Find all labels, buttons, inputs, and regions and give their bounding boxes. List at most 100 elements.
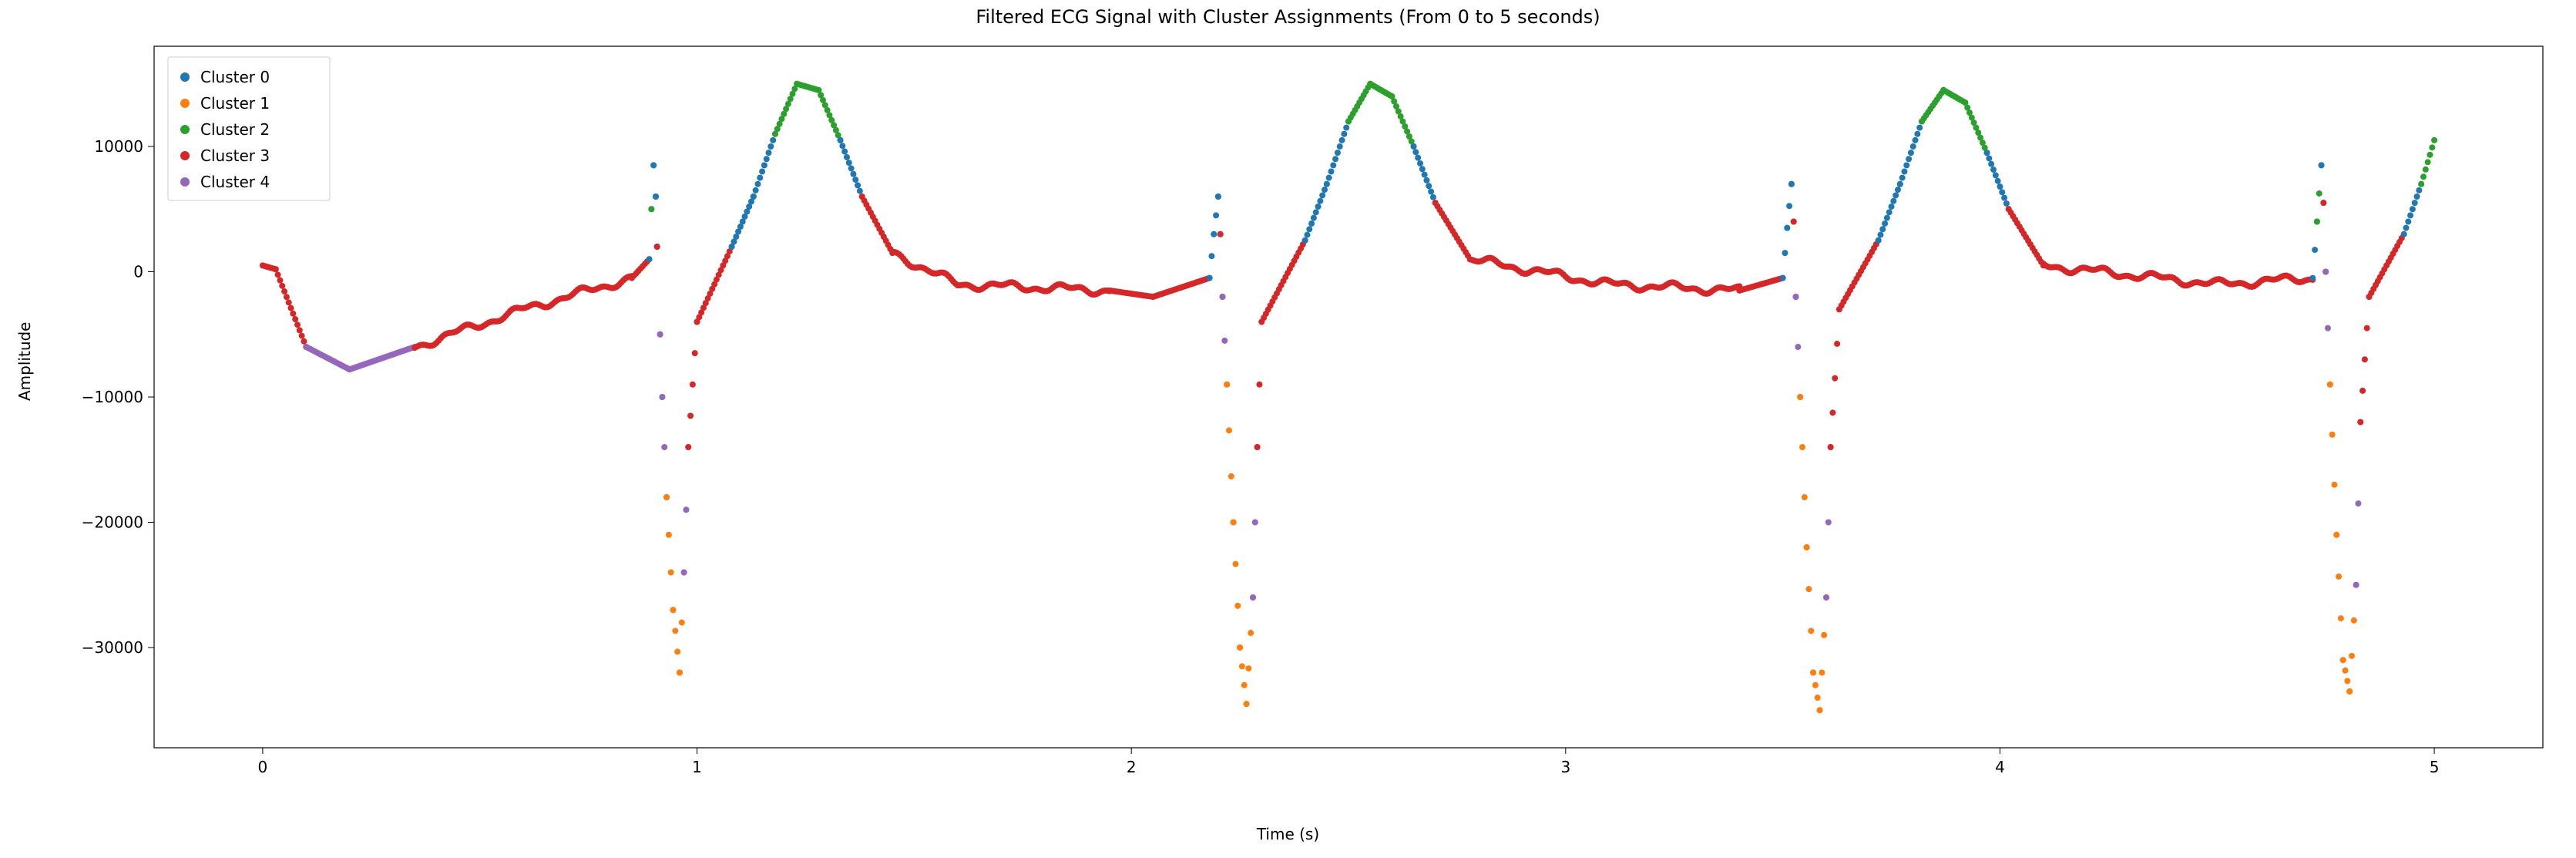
data-point [1226,427,1232,433]
data-point [1812,682,1819,688]
legend-label: Cluster 3 [200,146,270,165]
data-point [766,150,772,156]
data-point [2407,212,2413,218]
data-point [679,620,685,626]
data-point [2343,668,2349,674]
data-point [1795,344,1801,350]
data-point [1877,232,1883,238]
data-point [1829,409,1835,416]
data-point [1328,169,1334,175]
x-tick-label: 4 [1995,758,2005,776]
data-point [2425,159,2431,165]
data-point [1308,220,1315,227]
data-point [292,316,298,322]
data-point [1211,231,1217,237]
data-point [1341,131,1347,137]
data-point [2357,419,2363,426]
data-point [770,137,776,143]
data-point [855,182,861,188]
data-point [844,154,850,160]
data-point [757,175,763,181]
data-point [681,570,687,576]
x-tick-label: 1 [692,758,702,776]
data-point [838,137,844,143]
x-tick-label: 3 [1560,758,1570,776]
data-point [1254,444,1261,450]
data-point [1893,192,1899,198]
data-point [846,160,852,166]
data-point [670,607,677,613]
data-point [1232,561,1238,567]
data-point [1784,225,1790,231]
data-point [1799,444,1805,450]
data-point [857,188,863,194]
legend-marker [180,151,190,160]
data-point [1324,181,1330,187]
data-point [1884,215,1890,221]
data-point [1819,670,1825,676]
y-tick-label: −30000 [82,638,143,657]
data-point [1319,192,1325,198]
legend-label: Cluster 1 [200,94,270,113]
data-point [1330,162,1336,168]
legend-marker [180,99,190,108]
data-point [1343,125,1349,131]
data-point [1311,215,1317,221]
data-point [2412,200,2418,206]
data-point [2314,219,2320,225]
data-point [751,193,757,200]
data-point [1315,204,1322,210]
data-point [2431,137,2437,143]
data-point [1411,143,1417,150]
data-point [1817,707,1823,713]
data-point [666,532,672,538]
data-point [1916,125,1923,131]
data-point [2416,187,2422,193]
legend-label: Cluster 0 [200,68,270,86]
data-point [663,494,670,500]
data-point [273,266,279,272]
data-point [1886,209,1893,215]
data-point [1889,204,1895,210]
data-point [1897,181,1903,187]
data-point [1237,644,1243,651]
data-point [1417,160,1423,167]
data-point [1339,137,1345,143]
y-tick-label: 0 [133,263,143,281]
data-point [1984,150,1990,156]
data-point [1430,194,1436,200]
data-point [1805,586,1812,592]
data-point [2420,173,2427,180]
data-point [2423,167,2429,173]
data-point [1207,275,1213,281]
data-point [1823,594,1829,601]
data-point [1834,341,1840,347]
data-point [839,143,845,149]
data-point [1821,632,1827,638]
data-point [2319,162,2325,168]
data-point [1890,198,1896,204]
legend-marker [180,125,190,134]
data-point [1999,189,2005,195]
data-point [1988,161,1994,167]
data-point [1997,183,2003,190]
data-point [301,338,307,345]
data-point [1882,220,1888,227]
data-point [1423,177,1429,183]
data-point [653,193,659,200]
data-point [2429,144,2435,150]
data-point [754,181,761,187]
data-point [1250,594,1256,601]
data-point [759,169,765,175]
data-point [1231,520,1237,526]
data-point [294,321,301,328]
data-point [1412,149,1419,155]
data-point [1903,162,1909,168]
data-point [2364,325,2370,331]
data-point [848,165,855,171]
data-point [1221,338,1228,344]
data-point [1217,231,1224,237]
data-point [1788,181,1795,187]
data-point [2405,219,2411,225]
legend-marker [180,177,190,187]
